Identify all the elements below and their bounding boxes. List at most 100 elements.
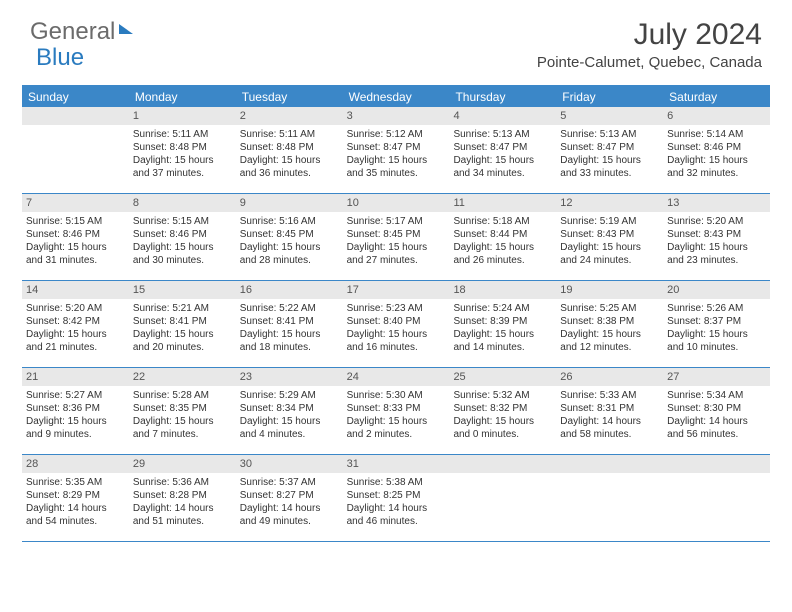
daylight: Daylight: 15 hours and 33 minutes.	[560, 154, 659, 180]
day-content: Sunrise: 5:32 AMSunset: 8:32 PMDaylight:…	[449, 386, 556, 445]
day-cell	[449, 455, 556, 541]
daylight: Daylight: 14 hours and 58 minutes.	[560, 415, 659, 441]
sunset: Sunset: 8:38 PM	[560, 315, 659, 328]
daylight: Daylight: 14 hours and 49 minutes.	[240, 502, 339, 528]
day-cell: 28Sunrise: 5:35 AMSunset: 8:29 PMDayligh…	[22, 455, 129, 541]
logo-word2: Blue	[36, 44, 84, 72]
daylight: Daylight: 15 hours and 30 minutes.	[133, 241, 232, 267]
sunrise: Sunrise: 5:15 AM	[26, 215, 125, 228]
daylight: Daylight: 15 hours and 2 minutes.	[347, 415, 446, 441]
sunrise: Sunrise: 5:26 AM	[667, 302, 766, 315]
daylight: Daylight: 15 hours and 0 minutes.	[453, 415, 552, 441]
sunset: Sunset: 8:41 PM	[240, 315, 339, 328]
day-content: Sunrise: 5:33 AMSunset: 8:31 PMDaylight:…	[556, 386, 663, 445]
day-cell: 15Sunrise: 5:21 AMSunset: 8:41 PMDayligh…	[129, 281, 236, 367]
day-number: 6	[663, 107, 770, 125]
day-content: Sunrise: 5:37 AMSunset: 8:27 PMDaylight:…	[236, 473, 343, 532]
day-cell	[22, 107, 129, 193]
sunset: Sunset: 8:29 PM	[26, 489, 125, 502]
day-content: Sunrise: 5:18 AMSunset: 8:44 PMDaylight:…	[449, 212, 556, 271]
sunrise: Sunrise: 5:17 AM	[347, 215, 446, 228]
day-cell: 16Sunrise: 5:22 AMSunset: 8:41 PMDayligh…	[236, 281, 343, 367]
day-content: Sunrise: 5:25 AMSunset: 8:38 PMDaylight:…	[556, 299, 663, 358]
sunrise: Sunrise: 5:33 AM	[560, 389, 659, 402]
day-number: 19	[556, 281, 663, 299]
calendar: Sunday Monday Tuesday Wednesday Thursday…	[22, 85, 770, 542]
day-content: Sunrise: 5:27 AMSunset: 8:36 PMDaylight:…	[22, 386, 129, 445]
sunset: Sunset: 8:46 PM	[667, 141, 766, 154]
day-content: Sunrise: 5:13 AMSunset: 8:47 PMDaylight:…	[556, 125, 663, 184]
day-number: 5	[556, 107, 663, 125]
day-number: 15	[129, 281, 236, 299]
sunset: Sunset: 8:42 PM	[26, 315, 125, 328]
day-content: Sunrise: 5:36 AMSunset: 8:28 PMDaylight:…	[129, 473, 236, 532]
sunset: Sunset: 8:47 PM	[560, 141, 659, 154]
day-number: 27	[663, 368, 770, 386]
sunrise: Sunrise: 5:32 AM	[453, 389, 552, 402]
sunset: Sunset: 8:36 PM	[26, 402, 125, 415]
sunrise: Sunrise: 5:24 AM	[453, 302, 552, 315]
day-number	[663, 455, 770, 473]
sunrise: Sunrise: 5:20 AM	[667, 215, 766, 228]
sunset: Sunset: 8:39 PM	[453, 315, 552, 328]
day-content: Sunrise: 5:11 AMSunset: 8:48 PMDaylight:…	[236, 125, 343, 184]
day-cell	[556, 455, 663, 541]
sunrise: Sunrise: 5:22 AM	[240, 302, 339, 315]
sunrise: Sunrise: 5:19 AM	[560, 215, 659, 228]
day-number: 21	[22, 368, 129, 386]
sunset: Sunset: 8:46 PM	[26, 228, 125, 241]
day-number: 13	[663, 194, 770, 212]
dow-thursday: Thursday	[449, 87, 556, 107]
title-block: July 2024 Pointe-Calumet, Quebec, Canada	[537, 18, 762, 71]
day-number: 1	[129, 107, 236, 125]
day-number: 17	[343, 281, 450, 299]
day-cell: 6Sunrise: 5:14 AMSunset: 8:46 PMDaylight…	[663, 107, 770, 193]
day-number: 11	[449, 194, 556, 212]
day-content: Sunrise: 5:12 AMSunset: 8:47 PMDaylight:…	[343, 125, 450, 184]
daylight: Daylight: 15 hours and 32 minutes.	[667, 154, 766, 180]
day-cell: 22Sunrise: 5:28 AMSunset: 8:35 PMDayligh…	[129, 368, 236, 454]
sunrise: Sunrise: 5:27 AM	[26, 389, 125, 402]
dow-monday: Monday	[129, 87, 236, 107]
logo: General	[30, 18, 133, 46]
location: Pointe-Calumet, Quebec, Canada	[537, 54, 762, 71]
daylight: Daylight: 15 hours and 35 minutes.	[347, 154, 446, 180]
daylight: Daylight: 15 hours and 37 minutes.	[133, 154, 232, 180]
sunset: Sunset: 8:41 PM	[133, 315, 232, 328]
sunset: Sunset: 8:35 PM	[133, 402, 232, 415]
week-row: 1Sunrise: 5:11 AMSunset: 8:48 PMDaylight…	[22, 107, 770, 194]
day-cell: 18Sunrise: 5:24 AMSunset: 8:39 PMDayligh…	[449, 281, 556, 367]
day-cell: 26Sunrise: 5:33 AMSunset: 8:31 PMDayligh…	[556, 368, 663, 454]
dow-row: Sunday Monday Tuesday Wednesday Thursday…	[22, 87, 770, 107]
sunset: Sunset: 8:27 PM	[240, 489, 339, 502]
day-number: 23	[236, 368, 343, 386]
day-cell: 14Sunrise: 5:20 AMSunset: 8:42 PMDayligh…	[22, 281, 129, 367]
sunrise: Sunrise: 5:36 AM	[133, 476, 232, 489]
sunrise: Sunrise: 5:28 AM	[133, 389, 232, 402]
day-number: 14	[22, 281, 129, 299]
day-number: 8	[129, 194, 236, 212]
sunrise: Sunrise: 5:21 AM	[133, 302, 232, 315]
daylight: Daylight: 15 hours and 12 minutes.	[560, 328, 659, 354]
day-content: Sunrise: 5:20 AMSunset: 8:43 PMDaylight:…	[663, 212, 770, 271]
daylight: Daylight: 15 hours and 27 minutes.	[347, 241, 446, 267]
day-content: Sunrise: 5:29 AMSunset: 8:34 PMDaylight:…	[236, 386, 343, 445]
day-cell: 4Sunrise: 5:13 AMSunset: 8:47 PMDaylight…	[449, 107, 556, 193]
daylight: Daylight: 15 hours and 16 minutes.	[347, 328, 446, 354]
day-cell: 10Sunrise: 5:17 AMSunset: 8:45 PMDayligh…	[343, 194, 450, 280]
daylight: Daylight: 15 hours and 23 minutes.	[667, 241, 766, 267]
day-cell: 13Sunrise: 5:20 AMSunset: 8:43 PMDayligh…	[663, 194, 770, 280]
sunset: Sunset: 8:43 PM	[560, 228, 659, 241]
sunset: Sunset: 8:48 PM	[133, 141, 232, 154]
day-content: Sunrise: 5:35 AMSunset: 8:29 PMDaylight:…	[22, 473, 129, 532]
week-row: 28Sunrise: 5:35 AMSunset: 8:29 PMDayligh…	[22, 455, 770, 542]
sunrise: Sunrise: 5:18 AM	[453, 215, 552, 228]
day-content: Sunrise: 5:19 AMSunset: 8:43 PMDaylight:…	[556, 212, 663, 271]
day-content: Sunrise: 5:34 AMSunset: 8:30 PMDaylight:…	[663, 386, 770, 445]
sunrise: Sunrise: 5:37 AM	[240, 476, 339, 489]
week-row: 14Sunrise: 5:20 AMSunset: 8:42 PMDayligh…	[22, 281, 770, 368]
day-cell: 21Sunrise: 5:27 AMSunset: 8:36 PMDayligh…	[22, 368, 129, 454]
day-number: 22	[129, 368, 236, 386]
day-number: 24	[343, 368, 450, 386]
daylight: Daylight: 15 hours and 31 minutes.	[26, 241, 125, 267]
